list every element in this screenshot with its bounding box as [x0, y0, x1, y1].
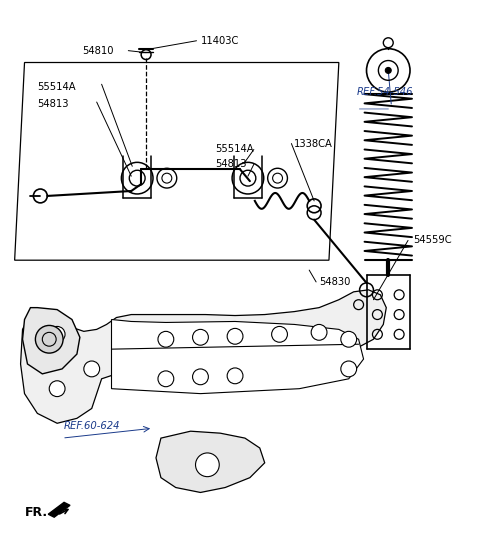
Circle shape: [272, 326, 288, 342]
Circle shape: [84, 361, 100, 377]
Text: 54559C: 54559C: [413, 236, 452, 246]
Polygon shape: [111, 320, 363, 394]
Polygon shape: [156, 431, 264, 493]
Circle shape: [192, 330, 208, 345]
Circle shape: [227, 328, 243, 344]
Circle shape: [227, 368, 243, 384]
Circle shape: [49, 381, 65, 397]
Circle shape: [311, 325, 327, 340]
Circle shape: [192, 369, 208, 385]
Text: REF.60-624: REF.60-624: [64, 421, 120, 431]
Text: 55514A: 55514A: [37, 82, 76, 92]
Text: 54813: 54813: [216, 159, 247, 169]
Text: 54813: 54813: [37, 99, 69, 109]
Polygon shape: [21, 290, 386, 423]
Circle shape: [385, 67, 391, 74]
Text: 55514A: 55514A: [216, 144, 254, 154]
Text: 11403C: 11403C: [201, 36, 239, 46]
Circle shape: [341, 361, 357, 377]
Text: 1338CA: 1338CA: [294, 139, 333, 149]
Text: 54810: 54810: [82, 46, 113, 56]
Text: REF.54-546: REF.54-546: [357, 87, 413, 97]
Polygon shape: [48, 502, 70, 517]
Circle shape: [36, 325, 63, 353]
Circle shape: [341, 331, 357, 347]
Text: FR.: FR.: [24, 506, 48, 519]
Circle shape: [158, 371, 174, 387]
Text: 54830: 54830: [319, 277, 350, 287]
Polygon shape: [23, 307, 80, 374]
Circle shape: [158, 331, 174, 347]
Circle shape: [195, 453, 219, 477]
FancyArrowPatch shape: [60, 509, 68, 514]
Circle shape: [49, 326, 65, 342]
